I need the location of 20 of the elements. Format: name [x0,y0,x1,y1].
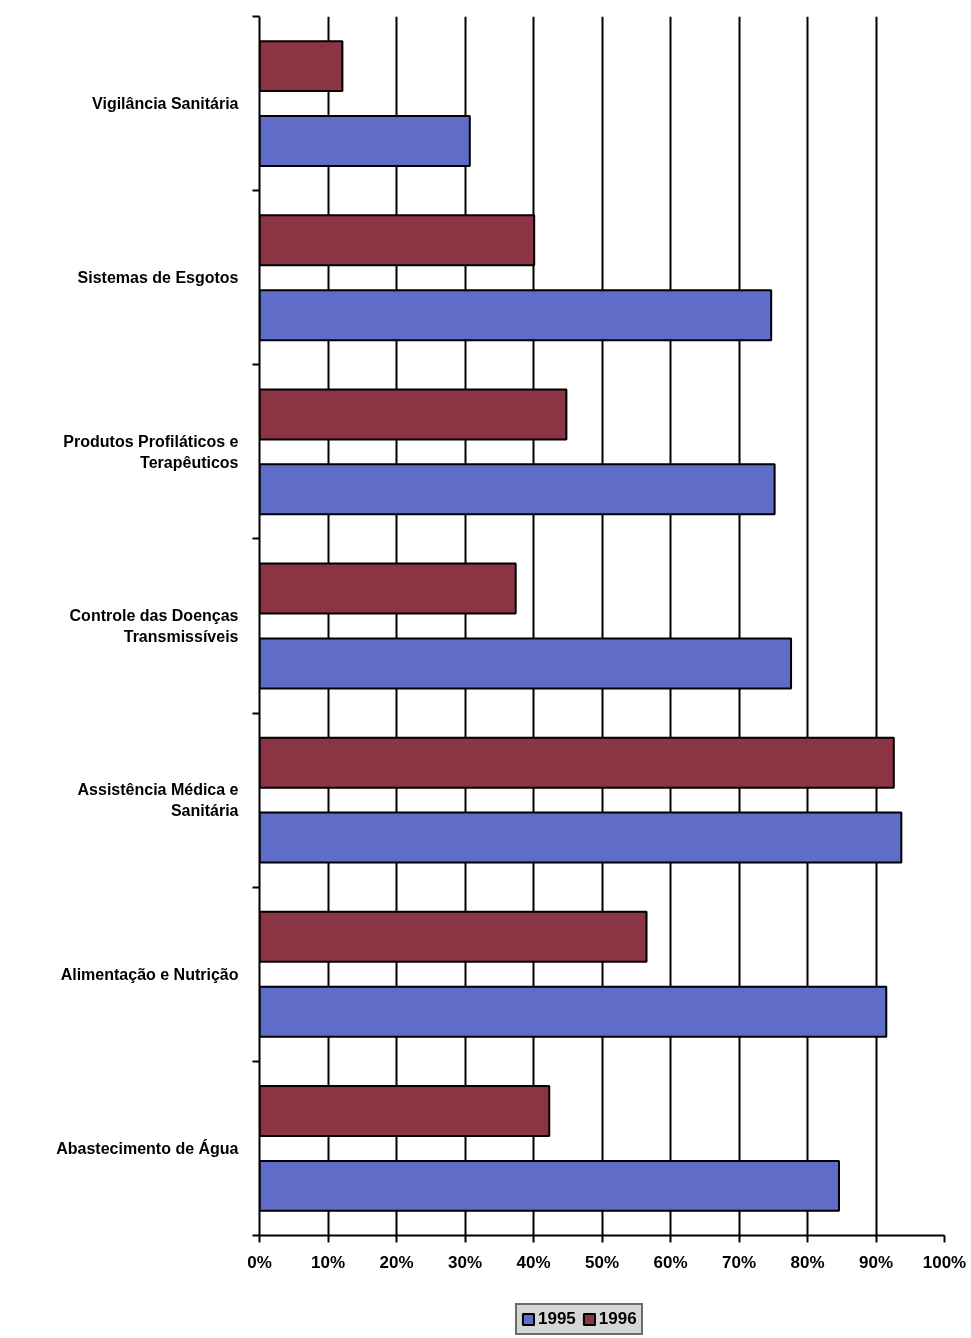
x-tick-label: 20% [379,1252,414,1272]
x-tick-label: 60% [653,1252,688,1272]
y-tick-label: Controle das Doenças Transmissíveis [69,607,239,645]
x-tick-label: 100% [922,1252,967,1272]
x-tick-label: 70% [721,1252,757,1272]
y-tick-label: Abastecimento de Água [56,1138,239,1157]
x-tick-label: 30% [447,1252,483,1272]
y-tick-label: Vigilância Sanitária [92,95,239,113]
x-tick-label: 0% [247,1252,272,1272]
y-tick-label: Alimentação e Nutrição [60,965,239,983]
legend-label: 1996 [598,1309,637,1329]
x-tick-label: 90% [858,1252,894,1272]
y-tick-label: Sistemas de Esgotos [77,269,239,287]
x-tick-label: 40% [516,1252,551,1272]
x-tick-label: 80% [790,1252,825,1272]
y-tick-label: Produtos Profiláticos e Terapêuticos [63,433,239,471]
x-tick-label: 10% [310,1252,346,1272]
x-tick-label: 50% [584,1252,620,1272]
legend-label: 1995 [538,1309,576,1329]
y-tick-label: Assistência Médica e Sanitária [77,781,239,819]
